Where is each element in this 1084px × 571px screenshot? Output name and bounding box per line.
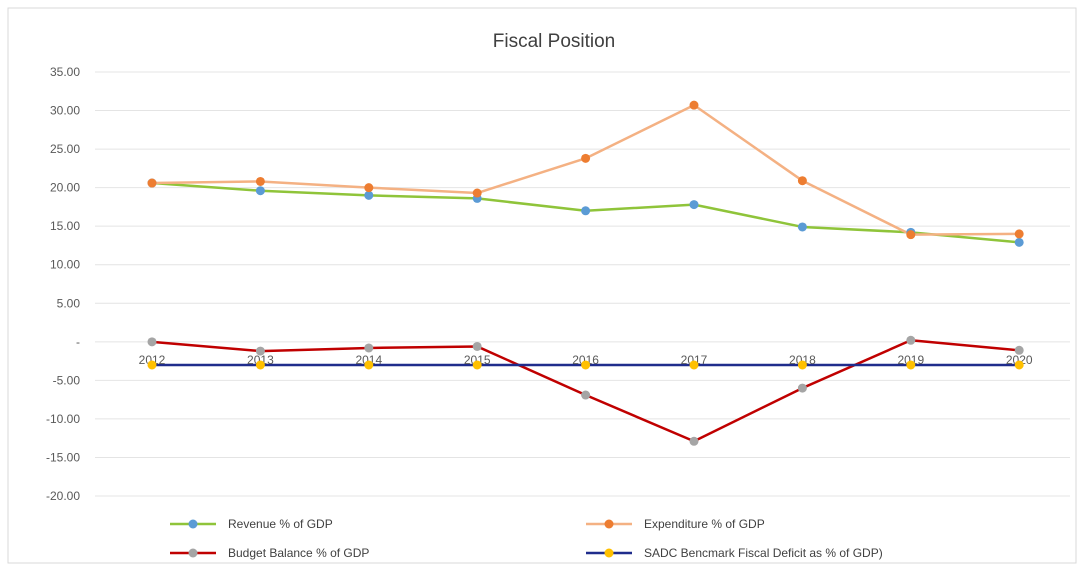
data-point-series-4 bbox=[581, 360, 591, 370]
data-point-series-3 bbox=[147, 337, 157, 347]
data-point-series-1 bbox=[364, 190, 374, 200]
data-point-series-4 bbox=[364, 360, 374, 370]
x-tick-label: 2016 bbox=[572, 353, 599, 367]
data-point-series-2 bbox=[906, 230, 916, 240]
data-point-series-2 bbox=[472, 188, 482, 198]
data-point-series-3 bbox=[1014, 345, 1024, 355]
x-tick-label: 2012 bbox=[139, 353, 166, 367]
legend-label-3: Budget Balance % of GDP bbox=[228, 546, 369, 560]
data-point-series-4 bbox=[689, 360, 699, 370]
x-tick-label: 2019 bbox=[897, 353, 924, 367]
data-point-series-3 bbox=[364, 343, 374, 353]
y-tick-label: 10.00 bbox=[50, 258, 80, 272]
x-tick-label: 2018 bbox=[789, 353, 816, 367]
legend-marker-2 bbox=[604, 519, 614, 529]
data-point-series-4 bbox=[797, 360, 807, 370]
legend-label-2: Expenditure % of GDP bbox=[644, 517, 765, 531]
data-point-series-1 bbox=[689, 200, 699, 210]
x-tick-label: 2015 bbox=[464, 353, 491, 367]
data-point-series-2 bbox=[255, 176, 265, 186]
data-point-series-2 bbox=[1014, 229, 1024, 239]
legend-marker-4 bbox=[604, 548, 614, 558]
x-tick-label: 2020 bbox=[1006, 353, 1033, 367]
y-tick-label: 20.00 bbox=[50, 181, 80, 195]
y-tick-label: -10.00 bbox=[46, 412, 80, 426]
y-tick-label: 5.00 bbox=[57, 296, 81, 310]
data-point-series-3 bbox=[906, 335, 916, 345]
y-tick-label: - bbox=[76, 335, 80, 349]
data-point-series-1 bbox=[1014, 237, 1024, 247]
legend-marker-3 bbox=[188, 548, 198, 558]
data-point-series-4 bbox=[906, 360, 916, 370]
x-tick-label: 2017 bbox=[681, 353, 708, 367]
x-tick-label: 2014 bbox=[355, 353, 382, 367]
y-tick-label: 35.00 bbox=[50, 65, 80, 79]
data-point-series-2 bbox=[147, 178, 157, 188]
data-point-series-4 bbox=[147, 360, 157, 370]
y-tick-label: 25.00 bbox=[50, 142, 80, 156]
data-point-series-3 bbox=[255, 346, 265, 356]
data-point-series-4 bbox=[472, 360, 482, 370]
data-point-series-2 bbox=[797, 176, 807, 186]
data-point-series-2 bbox=[581, 153, 591, 163]
y-tick-label: -5.00 bbox=[53, 373, 81, 387]
legend-label-1: Revenue % of GDP bbox=[228, 517, 333, 531]
legend-marker-1 bbox=[188, 519, 198, 529]
y-tick-label: -20.00 bbox=[46, 489, 80, 503]
gridlines bbox=[95, 71, 1070, 497]
x-axis-tick-labels: 2012 2013 2014 2015 2016 2017 2018 2019 2020 bbox=[139, 353, 1033, 367]
data-point-series-3 bbox=[797, 383, 807, 393]
data-point-series-4 bbox=[1014, 360, 1024, 370]
chart-border bbox=[7, 7, 1077, 564]
y-tick-label: 15.00 bbox=[50, 219, 80, 233]
data-point-series-3 bbox=[581, 390, 591, 400]
data-point-series-2 bbox=[689, 100, 699, 110]
legend: Revenue % of GDP Expenditure % of GDP Budg… bbox=[170, 517, 883, 560]
y-tick-label: 30.00 bbox=[50, 104, 80, 118]
data-point-series-1 bbox=[255, 186, 265, 196]
chart-title: Fiscal Position bbox=[493, 31, 616, 52]
y-tick-label: -15.00 bbox=[46, 450, 80, 464]
data-point-series-1 bbox=[581, 206, 591, 216]
data-point-series-1 bbox=[797, 222, 807, 232]
data-point-series-2 bbox=[364, 183, 374, 193]
y-axis-tick-labels: 35.00 30.00 25.00 20.00 15.00 10.00 5.00 - -5.00… bbox=[46, 65, 80, 503]
data-point-series-3 bbox=[689, 436, 699, 446]
legend-label-4: SADC Bencmark Fiscal Deficit as % of GDP… bbox=[644, 546, 883, 560]
series-markers bbox=[147, 100, 1024, 446]
data-point-series-3 bbox=[472, 341, 482, 351]
x-tick-label: 2013 bbox=[247, 353, 274, 367]
data-point-series-4 bbox=[255, 360, 265, 370]
